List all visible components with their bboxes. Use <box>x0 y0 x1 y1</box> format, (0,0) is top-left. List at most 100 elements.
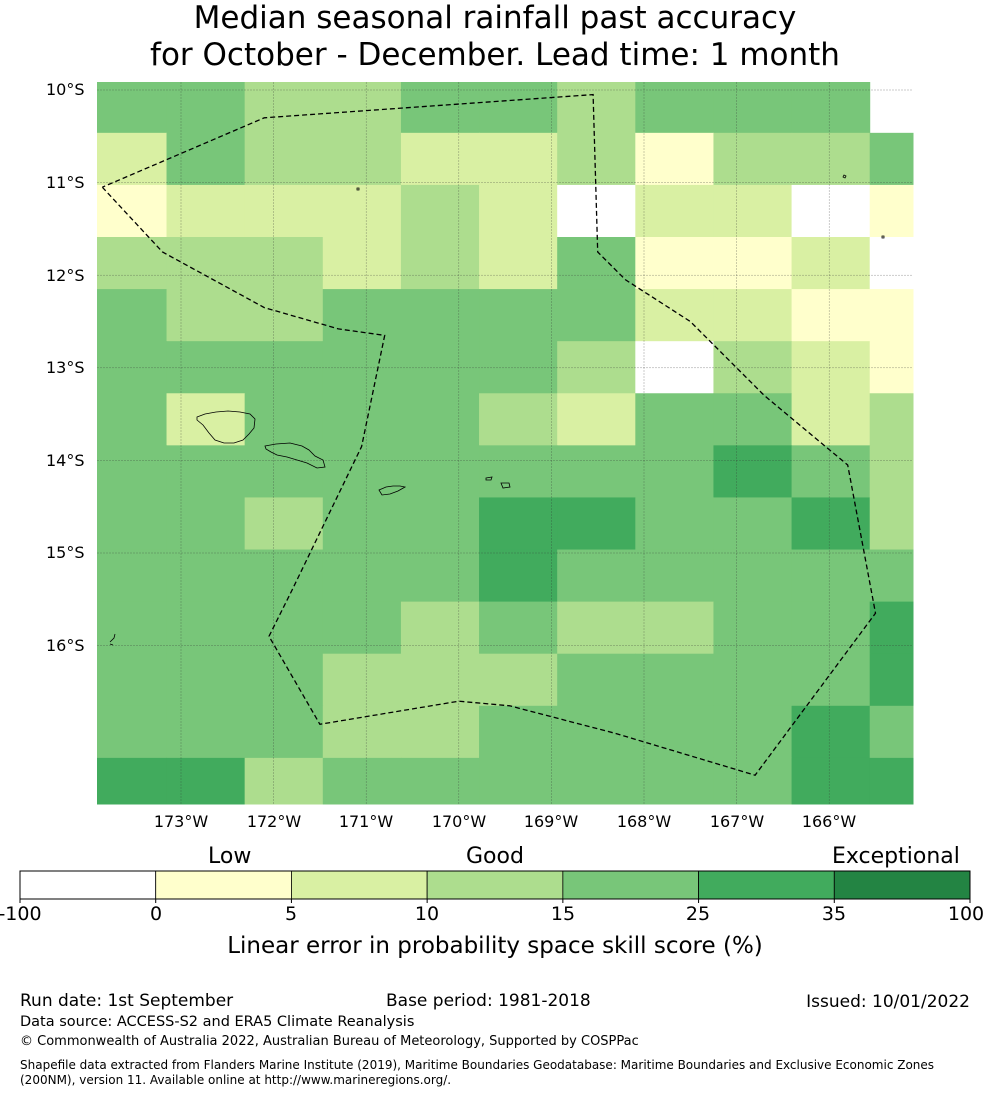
grid-cell <box>635 341 714 394</box>
grid-cell <box>713 757 793 805</box>
lat-label-14s: 14°S <box>46 451 85 470</box>
island-ne-1 <box>842 174 847 179</box>
grid-cell <box>166 757 246 805</box>
grid-cell <box>791 705 871 759</box>
eez-boundary <box>101 93 877 776</box>
grid-cell <box>322 497 402 551</box>
grid-cell <box>791 237 871 290</box>
grid-cell <box>557 549 636 603</box>
grid-cell <box>97 549 168 603</box>
grid-cell <box>322 653 402 707</box>
grid-cell <box>322 601 402 655</box>
grid-cell <box>400 601 480 655</box>
grid-cell <box>479 393 558 446</box>
lon-label-173w: 173°W <box>153 812 209 831</box>
map-title-line2: for October - December. Lead time: 1 mon… <box>150 37 840 73</box>
grid-cell <box>322 184 402 238</box>
grid-cell <box>166 82 246 134</box>
grid-cell <box>557 132 636 186</box>
grid-cell <box>97 237 168 290</box>
grid-cell <box>557 497 636 551</box>
grid-cell <box>635 705 714 759</box>
grid-cell <box>635 445 714 498</box>
grid-cell <box>322 132 402 186</box>
manua-island-1 <box>485 476 493 481</box>
grid-cell <box>635 549 714 603</box>
swains-island <box>356 187 360 191</box>
grid-cell <box>713 497 793 551</box>
colorbar-bin <box>698 870 835 900</box>
grid-cell <box>791 757 871 805</box>
colorbar-bin <box>155 870 292 900</box>
grid-cell <box>713 341 793 394</box>
grid-cell <box>557 757 636 805</box>
grid-cell <box>322 289 402 342</box>
grid-cell <box>479 237 558 290</box>
colorbar-tick: 0 <box>149 903 163 925</box>
grid-cell <box>635 82 714 134</box>
grid-cell <box>713 184 793 238</box>
islands <box>109 174 885 646</box>
lat-label-11s: 11°S <box>46 173 85 192</box>
grid-cell <box>635 393 714 446</box>
colorbar-tick: 10 <box>414 903 440 925</box>
grid-cell <box>166 705 246 759</box>
lat-label-10s: 10°S <box>46 80 85 99</box>
upolu-island <box>264 442 326 469</box>
grid-cell <box>635 132 714 186</box>
savaii-island <box>196 410 256 444</box>
colorbar-bin <box>426 870 564 900</box>
grid-cell <box>166 237 246 290</box>
grid-cell <box>713 653 793 707</box>
colorbar-tick: 100 <box>947 903 985 925</box>
colorbar-tick: 5 <box>284 903 298 925</box>
grid-cell <box>400 393 480 446</box>
grid-cell <box>869 237 914 290</box>
colorbar-frame <box>19 870 971 900</box>
colorbar-bin <box>562 870 699 900</box>
tutuila-island <box>378 485 407 496</box>
grid-cell <box>791 82 871 134</box>
grid-cell <box>166 184 246 238</box>
grid-cell <box>869 601 914 655</box>
grid-cell <box>97 184 168 238</box>
grid-cell <box>244 705 324 759</box>
grid-cell <box>479 445 558 498</box>
grid-cell <box>713 549 793 603</box>
lat-label-15s: 15°S <box>46 543 85 562</box>
grid-cell <box>166 653 246 707</box>
grid-cell <box>791 549 871 603</box>
grid-cell <box>244 601 324 655</box>
lon-label-166w: 166°W <box>801 812 857 831</box>
grid-cell <box>635 289 714 342</box>
colorbar-tick: 35 <box>821 903 847 925</box>
base-period: Base period: 1981-2018 <box>386 991 591 1011</box>
grid-cell <box>400 705 480 759</box>
grid-cell <box>166 497 246 551</box>
grid-cell <box>557 82 636 134</box>
grid-cell <box>322 341 402 394</box>
lon-label-170w: 170°W <box>431 812 487 831</box>
grid-cell <box>244 82 324 134</box>
grid-cell <box>635 601 714 655</box>
grid-cell <box>322 445 402 498</box>
category-exceptional: Exceptional <box>832 844 960 869</box>
grid-cell <box>791 497 871 551</box>
grid-cell <box>869 289 914 342</box>
grid-cell <box>97 393 168 446</box>
lon-label-169w: 169°W <box>523 812 579 831</box>
grid-cell <box>713 393 793 446</box>
island-sw <box>109 633 116 646</box>
island-ne-2 <box>881 235 885 239</box>
grid-cell <box>479 549 558 603</box>
grid-cell <box>557 653 636 707</box>
grid-cell <box>557 341 636 394</box>
grid-cell <box>322 237 402 290</box>
grid-cell <box>400 341 480 394</box>
colorbar-tick: 25 <box>685 903 711 925</box>
grid-cell <box>97 132 168 186</box>
grid-cell <box>479 82 558 134</box>
grid-cell <box>97 341 168 394</box>
grid-cell <box>166 341 246 394</box>
